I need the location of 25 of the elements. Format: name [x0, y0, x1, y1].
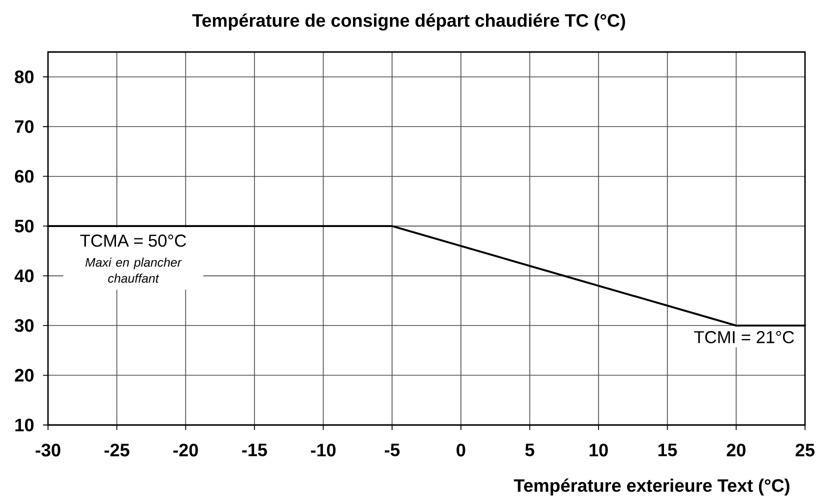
x-tick-label: 20 — [726, 444, 746, 456]
x-axis-title: Température exterieure Text (°C) — [514, 478, 790, 496]
y-tick-label: 70 — [15, 120, 34, 133]
annotation: TCMI = 21°C — [694, 331, 794, 344]
x-tick-label: -10 — [310, 444, 336, 456]
y-tick-label: 50 — [14, 220, 34, 232]
y-tick-label: 10 — [15, 418, 34, 432]
y-tick-label: 80 — [14, 70, 34, 84]
x-tick-label: -30 — [36, 444, 60, 456]
x-tick-label: 25 — [796, 444, 815, 456]
x-tick-label: 5 — [525, 444, 534, 456]
y-tick-label: 30 — [14, 319, 34, 332]
x-tick-label: -25 — [104, 444, 130, 456]
x-tick-label: 0 — [456, 444, 466, 456]
x-tick-label: -5 — [384, 444, 400, 456]
chart-title: Température de consigne départ chaudiére TC (°C) — [192, 13, 626, 30]
y-tick-label: 60 — [14, 170, 34, 183]
annotation: TCMA = 50°C — [80, 234, 186, 247]
x-tick-label: -20 — [173, 444, 198, 456]
x-tick-label: 10 — [590, 444, 608, 456]
x-tick-label: 15 — [658, 444, 677, 456]
annotation: Maxi en plancher chauffant — [85, 258, 182, 283]
y-tick-label: 40 — [14, 269, 34, 282]
x-tick-label: -15 — [242, 444, 267, 456]
y-tick-label: 20 — [14, 368, 34, 382]
